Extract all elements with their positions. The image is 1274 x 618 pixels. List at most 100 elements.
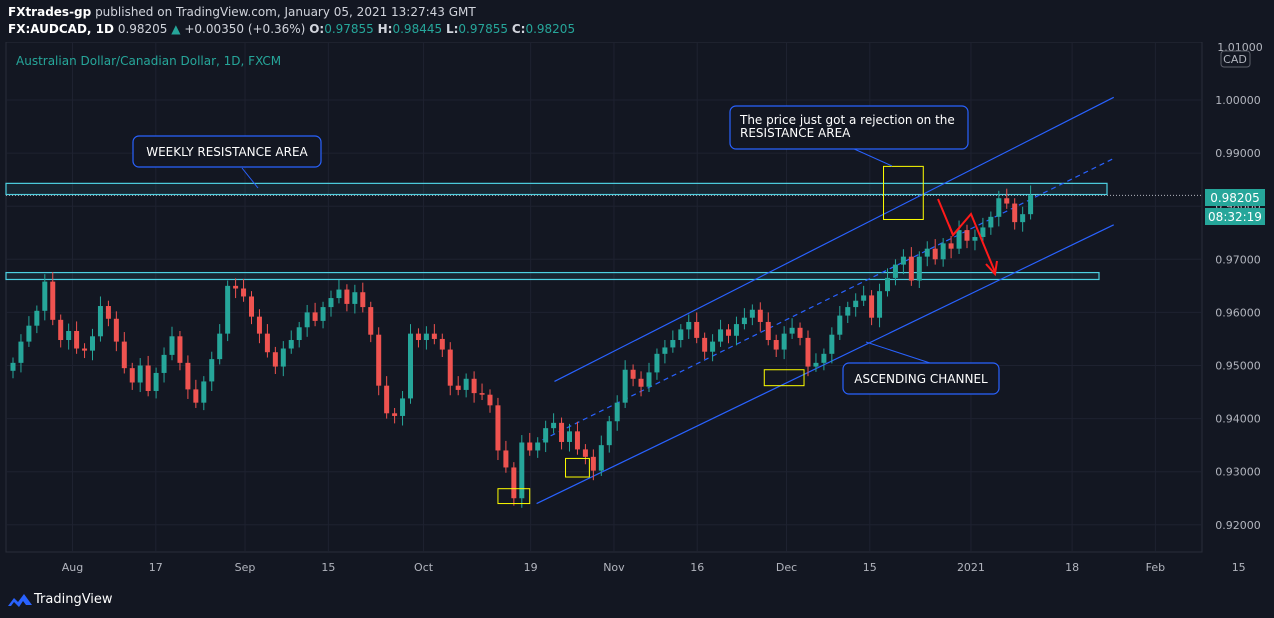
weekly-resistance-label: WEEKLY RESISTANCE AREA [146, 145, 308, 159]
close-value: 0.98205 [525, 22, 576, 36]
publish-line: FXtrades-gp published on TradingView.com… [8, 5, 476, 19]
time-tick-label: 2021 [957, 561, 985, 574]
candle-body [892, 264, 898, 278]
callout-box [132, 135, 322, 168]
candle-body [805, 337, 811, 367]
price-tick-label: 1.00000 [1215, 94, 1261, 107]
price-chart[interactable]: Australian Dollar/Canadian Dollar, 1D, F… [0, 42, 1274, 582]
candle-body [885, 277, 890, 292]
candle-body [392, 413, 398, 416]
candle-body [972, 236, 978, 241]
candle-body [797, 327, 803, 338]
candle-body [1020, 214, 1026, 223]
candle-body [264, 333, 270, 353]
candle-body [90, 336, 95, 351]
tradingview-brand[interactable]: TradingView [34, 592, 113, 607]
candle-body [598, 445, 604, 471]
time-axis[interactable]: Aug 17 Sep 15 Oct 19 Nov 16 Dec 15 2021 18 Feb 15 [62, 561, 1246, 574]
candle-body [956, 230, 962, 249]
price-change: +0.00350 (+0.36%) [184, 22, 306, 36]
currency-badge[interactable] [1220, 50, 1251, 68]
candle-body [757, 309, 763, 322]
candle-body [590, 456, 596, 471]
candle-body [376, 334, 382, 386]
candle-body [439, 338, 445, 350]
author-name[interactable]: FXtrades-gp [8, 5, 92, 19]
candle-body [567, 431, 572, 442]
candle-body [105, 306, 111, 319]
weekly-resistance-callout[interactable]: WEEKLY RESISTANCE AREA [132, 135, 322, 189]
candle-body [638, 378, 644, 387]
candle-body [622, 369, 628, 403]
candle-body [654, 353, 660, 373]
candle-body [153, 372, 159, 391]
candle-body [908, 256, 914, 281]
candle-body [479, 393, 485, 395]
candle-body [543, 428, 549, 443]
candle-body [821, 353, 827, 363]
candle-body [384, 385, 390, 414]
candle-body [741, 317, 747, 325]
price-tick-label: 0.92000 [1215, 519, 1261, 532]
candles [10, 185, 1034, 508]
price-tick-label: 0.95000 [1215, 360, 1261, 373]
highlight-box [497, 488, 531, 505]
rejection-callout[interactable]: The price just got a rejection on the RE… [729, 105, 969, 167]
ascending-channel-callout[interactable]: ASCENDING CHANNEL [842, 341, 1000, 395]
candle-body [256, 316, 262, 334]
open-value: 0.97855 [324, 22, 374, 36]
candle-body [932, 248, 938, 260]
candle-body [280, 348, 286, 367]
time-tick-label: Feb [1146, 561, 1165, 574]
candle-body [296, 327, 302, 341]
last-price-tag-text: 0.98205 [1210, 191, 1260, 205]
price-axis[interactable]: 1.000000.990000.980000.970000.960000.950… [1203, 42, 1274, 552]
markers[interactable] [497, 165, 924, 505]
candle-body [527, 442, 533, 451]
price-tick-label: 0.94000 [1215, 413, 1261, 426]
low-label: L: [445, 22, 459, 36]
highlight-box [565, 457, 590, 478]
candle-body [50, 281, 56, 320]
candle-body [42, 281, 48, 311]
candle-body [574, 431, 580, 450]
callout-pointer [851, 147, 893, 167]
candle-body [749, 309, 755, 318]
candle-body [487, 394, 493, 406]
ascending-channel[interactable] [536, 96, 1115, 505]
candle-body [582, 449, 588, 457]
price-tick-label: 0.99000 [1215, 147, 1261, 160]
candle-body [853, 300, 859, 308]
rejection-label-line2: RESISTANCE AREA [740, 126, 851, 140]
time-tick-label: Aug [62, 561, 83, 574]
candle-body [662, 347, 668, 354]
time-tick-label: Nov [603, 561, 625, 574]
candle-body [217, 333, 223, 360]
callout-box [729, 105, 969, 150]
symbol-label[interactable]: FX:AUDCAD, 1D [8, 22, 114, 36]
candle-body [320, 307, 326, 321]
countdown-tag [1205, 208, 1265, 225]
open-label: O: [309, 22, 325, 36]
candle-body [877, 291, 883, 318]
candle-body [726, 329, 731, 336]
candle-body [829, 334, 835, 354]
horizontal-zones[interactable] [5, 182, 1202, 281]
candle-body [789, 327, 795, 334]
candle-body [1004, 198, 1010, 204]
low-value: 0.97855 [458, 22, 509, 36]
currency-label: CAD [1223, 53, 1247, 66]
tradingview-logo-icon[interactable] [8, 591, 32, 609]
time-tick-label: 16 [690, 561, 704, 574]
candle-body [193, 389, 199, 403]
candle-body [630, 369, 636, 379]
candle-body [535, 442, 541, 451]
price-tick-label: 0.93000 [1215, 466, 1261, 479]
arrowhead-icon [948, 224, 961, 237]
candle-body [773, 340, 779, 350]
candle-body [304, 312, 310, 328]
highlight-box [763, 369, 805, 387]
up-triangle-icon: ▲ [171, 22, 181, 36]
candle-body [710, 341, 716, 352]
candle-body [646, 372, 652, 387]
